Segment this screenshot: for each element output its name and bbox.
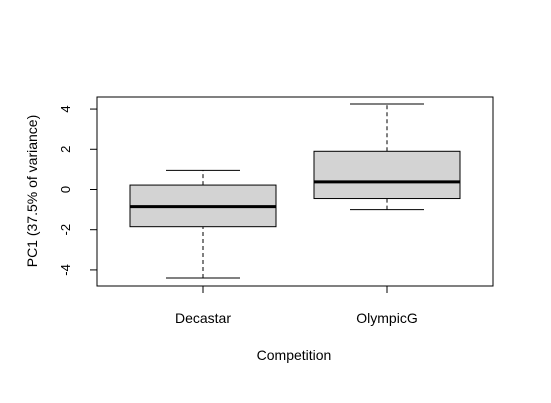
x-axis-title: Competition (257, 347, 332, 363)
x-axis: Decastar OlympicG (175, 285, 418, 326)
boxes-layer (129, 103, 461, 279)
x-tick-label: Decastar (175, 310, 231, 326)
box-decastar (129, 169, 277, 279)
y-tick-label: 4 (58, 105, 73, 112)
y-axis-title: PC1 (37.5% of variance) (24, 115, 40, 268)
y-tick-label: 0 (58, 186, 73, 193)
box-olympicg (313, 103, 461, 211)
y-axis: -4 -2 0 2 4 (58, 105, 98, 276)
y-tick-label: -4 (58, 264, 73, 276)
y-tick-label: -2 (58, 224, 73, 236)
x-tick-label: OlympicG (356, 310, 417, 326)
y-tick-label: 2 (58, 146, 73, 153)
iqr-box (313, 150, 461, 200)
